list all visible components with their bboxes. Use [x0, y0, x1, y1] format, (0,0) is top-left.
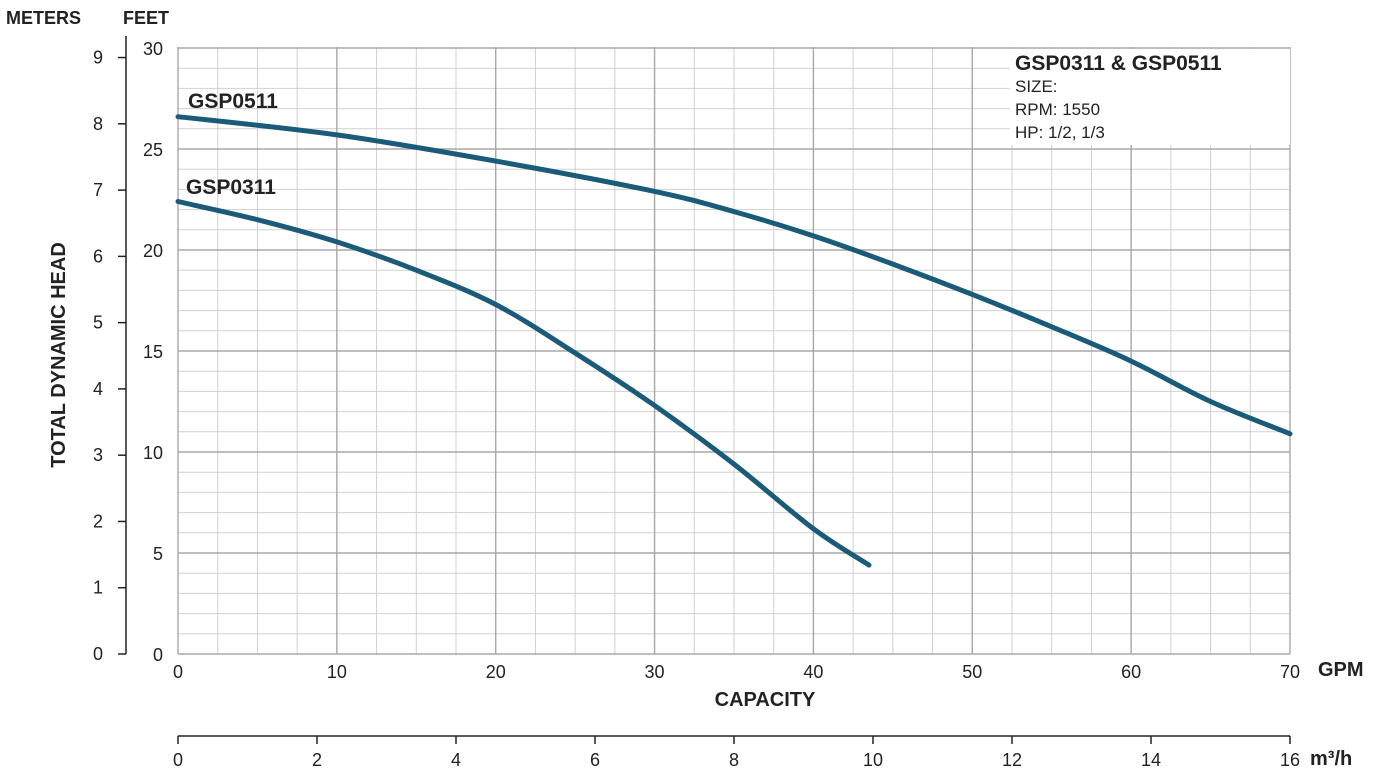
feet-tick-label: 10 [143, 443, 163, 463]
feet-tick-label: 15 [143, 342, 163, 362]
gpm-tick-label: 40 [803, 662, 823, 682]
feet-tick-label: 0 [153, 645, 163, 665]
grid [177, 47, 1291, 655]
gpm-tick-label: 50 [962, 662, 982, 682]
y-axis-title: TOTAL DYNAMIC HEAD [48, 242, 70, 468]
m3h-tick-label: 8 [729, 750, 739, 770]
meters-tick-label: 1 [93, 578, 103, 598]
info-box: GSP0311 & GSP0511 SIZE: RPM: 1550 HP: 1/… [1010, 49, 1290, 145]
meters-tick-label: 3 [93, 445, 103, 465]
series-layer [175, 114, 1293, 568]
info-box-background [1010, 49, 1290, 145]
m3h-tick-label: 6 [590, 750, 600, 770]
meters-tick-label: 6 [93, 246, 103, 266]
feet-tick-label: 30 [143, 39, 163, 59]
m3h-tick-label: 12 [1002, 750, 1022, 770]
m3h-tick-label: 0 [173, 750, 183, 770]
y-unit-label: FEET [123, 8, 169, 28]
meters-tick-label: 5 [93, 313, 103, 333]
info-box-rpm: RPM: 1550 [1015, 100, 1100, 119]
series-line-gsp0511 [175, 114, 1293, 437]
meters-tick-label: 7 [93, 180, 103, 200]
gpm-tick-label: 20 [486, 662, 506, 682]
m3h-tick-label: 10 [863, 750, 883, 770]
feet-tick-label: 20 [143, 241, 163, 261]
series-line-gsp0311 [175, 199, 872, 568]
gpm-tick-label: 10 [327, 662, 347, 682]
series-label-gsp0511: GSP0511 [188, 90, 278, 113]
gpm-tick-label: 30 [645, 662, 665, 682]
series-label-gsp0311: GSP0311 [186, 176, 276, 199]
m3h-tick-label: 4 [451, 750, 461, 770]
gpm-tick-label: 60 [1121, 662, 1141, 682]
info-box-hp: HP: 1/2, 1/3 [1015, 123, 1105, 142]
left-y-unit-label: METERS [6, 8, 81, 28]
feet-tick-label: 25 [143, 140, 163, 160]
gpm-tick-label: 70 [1280, 662, 1300, 682]
meters-tick-label: 4 [93, 379, 103, 399]
m3h-tick-label: 16 [1280, 750, 1300, 770]
gpm-tick-label: 0 [173, 662, 183, 682]
secondary-x-unit-label: m³/h [1310, 748, 1352, 770]
x-unit-label: GPM [1318, 659, 1364, 681]
x-axis-title: CAPACITY [715, 689, 816, 711]
meters-tick-label: 8 [93, 114, 103, 134]
meters-tick-label: 2 [93, 511, 103, 531]
info-box-title: GSP0311 & GSP0511 [1015, 52, 1222, 75]
meters-tick-label: 9 [93, 48, 103, 68]
meters-tick-label: 0 [93, 644, 103, 664]
m3h-tick-label: 14 [1141, 750, 1161, 770]
m3h-tick-label: 2 [312, 750, 322, 770]
info-box-size: SIZE: [1015, 77, 1058, 96]
feet-tick-label: 5 [153, 544, 163, 564]
